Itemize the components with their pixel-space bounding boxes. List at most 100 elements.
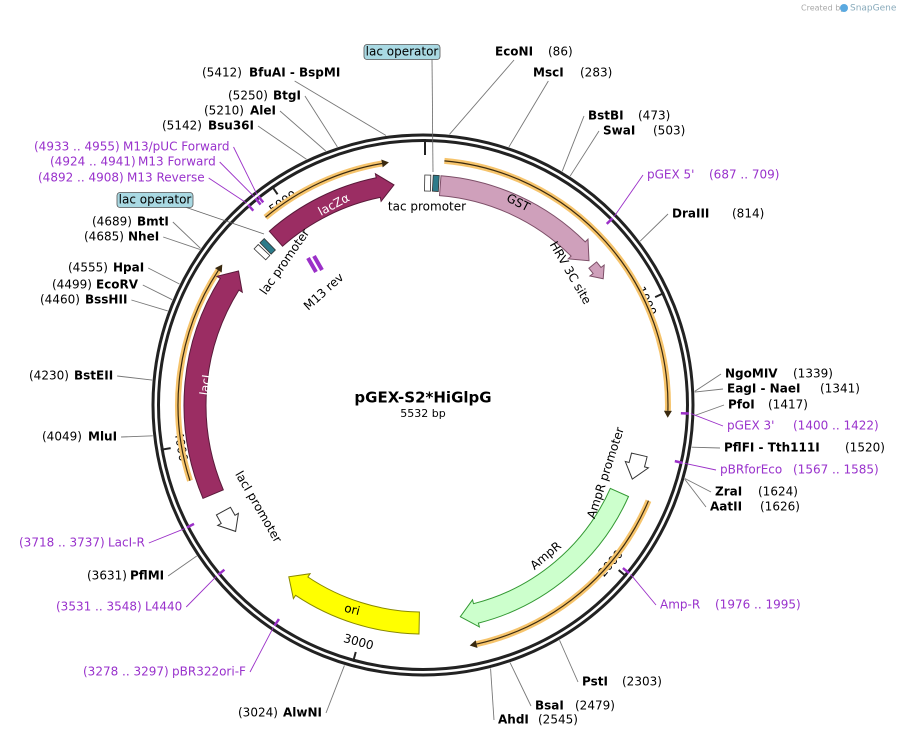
site-name: HpaI — [113, 261, 144, 275]
leader-line — [142, 284, 173, 301]
feature-m13-rev — [306, 257, 318, 273]
leader-line — [208, 177, 247, 204]
leader-line — [163, 236, 201, 250]
leader-line — [694, 404, 725, 416]
credit-prefix: Created by — [801, 4, 845, 13]
feature-label: lacI promoter — [232, 468, 284, 545]
primer-name: M13 Forward — [138, 155, 216, 169]
leader-line — [508, 80, 549, 148]
feature-label: lac operator — [119, 193, 192, 207]
feature-lacza — [268, 172, 395, 247]
primer-range: (3718 .. 3737) — [19, 536, 105, 550]
site-position: (2545) — [538, 713, 578, 727]
primer-name: pBR322ori-F — [172, 665, 246, 679]
leader-line — [257, 125, 307, 160]
leader-line — [167, 555, 197, 577]
site-position: (4689) — [92, 215, 132, 229]
primer-range: (687 .. 709) — [709, 168, 779, 182]
leader-line — [559, 640, 579, 683]
feature-m13-rev — [312, 255, 324, 271]
feature-label: lacI — [197, 374, 214, 397]
plasmid-name: pGEX-S2*HiGlpG — [354, 389, 491, 407]
site-name: BstEII — [74, 369, 113, 383]
leader-line — [509, 662, 532, 707]
site-position: (86) — [548, 45, 573, 59]
site-position: (1417) — [768, 398, 808, 412]
primer-mark — [254, 197, 262, 206]
site-position: (5210) — [204, 104, 244, 118]
site-position: (4230) — [29, 369, 69, 383]
ruler-label: 3000 — [342, 631, 375, 653]
site-name: MluI — [88, 430, 117, 444]
primer-mark — [217, 568, 226, 576]
feature-lac-promoter — [253, 243, 271, 261]
feature-label: M13 rev — [301, 270, 346, 313]
site-name: NheI — [128, 230, 159, 244]
feature-lac-operator — [431, 174, 440, 192]
site-position: (3631) — [87, 569, 127, 583]
site-position: (4049) — [42, 430, 82, 444]
primer-range: (4924 .. 4941) — [50, 155, 136, 169]
site-name: EcoNI — [495, 45, 533, 59]
primer-range: (3278 .. 3297) — [83, 665, 169, 679]
leader-line — [172, 221, 201, 249]
leader-line — [684, 478, 707, 508]
leader-line — [219, 161, 255, 198]
leader-line — [147, 267, 180, 285]
feature-ampr — [459, 487, 630, 628]
site-position: (503) — [653, 124, 685, 138]
site-name: NgoMIV — [725, 367, 778, 381]
site-name: AlwNI — [283, 706, 322, 720]
annotation-arrowhead — [663, 410, 672, 418]
site-position: (4460) — [40, 293, 80, 307]
site-position: (1520) — [845, 441, 885, 455]
site-position: (3024) — [238, 706, 278, 720]
leader-line — [561, 115, 585, 172]
leader-line — [691, 446, 721, 449]
primer-name: LacI-R — [108, 536, 145, 550]
leader-line — [639, 213, 669, 242]
ruler-tick — [271, 185, 279, 195]
primer-mark — [273, 618, 281, 627]
primer-name: pGEX 3' — [727, 419, 774, 433]
ruler-tick — [160, 447, 171, 451]
leader-line — [694, 373, 722, 392]
primer-mark — [622, 567, 630, 575]
site-position: (283) — [580, 66, 612, 80]
primer-range: (4933 .. 4955) — [34, 140, 120, 154]
leader-line — [690, 413, 724, 427]
feature-laci — [183, 270, 243, 500]
site-name: PflFI - Tth111I — [724, 441, 820, 455]
primer-mark — [674, 459, 683, 465]
site-position: (4685) — [84, 230, 124, 244]
site-position: (1624) — [758, 485, 798, 499]
annotation-arc — [177, 269, 219, 481]
leader-line — [131, 299, 168, 312]
ruler-tick — [352, 651, 357, 662]
feature-ori — [288, 573, 420, 635]
annotation-arrowhead — [469, 640, 478, 648]
leader-line — [449, 59, 515, 135]
plasmid-length: 5532 bp — [400, 407, 445, 420]
leader-line — [569, 130, 600, 177]
feature-hrv3c — [588, 261, 605, 280]
site-name: AhdI — [498, 713, 529, 727]
site-position: (4555) — [68, 261, 108, 275]
primer-mark — [605, 217, 614, 225]
primer-name: pGEX 5' — [647, 168, 694, 182]
ruler-tick — [654, 291, 665, 299]
leader-line — [304, 95, 338, 148]
backbone-outer — [151, 133, 695, 677]
leader-line — [233, 146, 258, 195]
site-name: PflMI — [130, 569, 164, 583]
primer-range: (1976 .. 1995) — [715, 598, 801, 612]
leader-line — [490, 668, 495, 721]
site-position: (5142) — [162, 119, 202, 133]
leader-line — [613, 174, 644, 218]
site-position: (1626) — [760, 500, 800, 514]
leader-line — [249, 627, 274, 673]
feature-label: ori — [343, 601, 362, 618]
leader-line — [185, 575, 218, 608]
